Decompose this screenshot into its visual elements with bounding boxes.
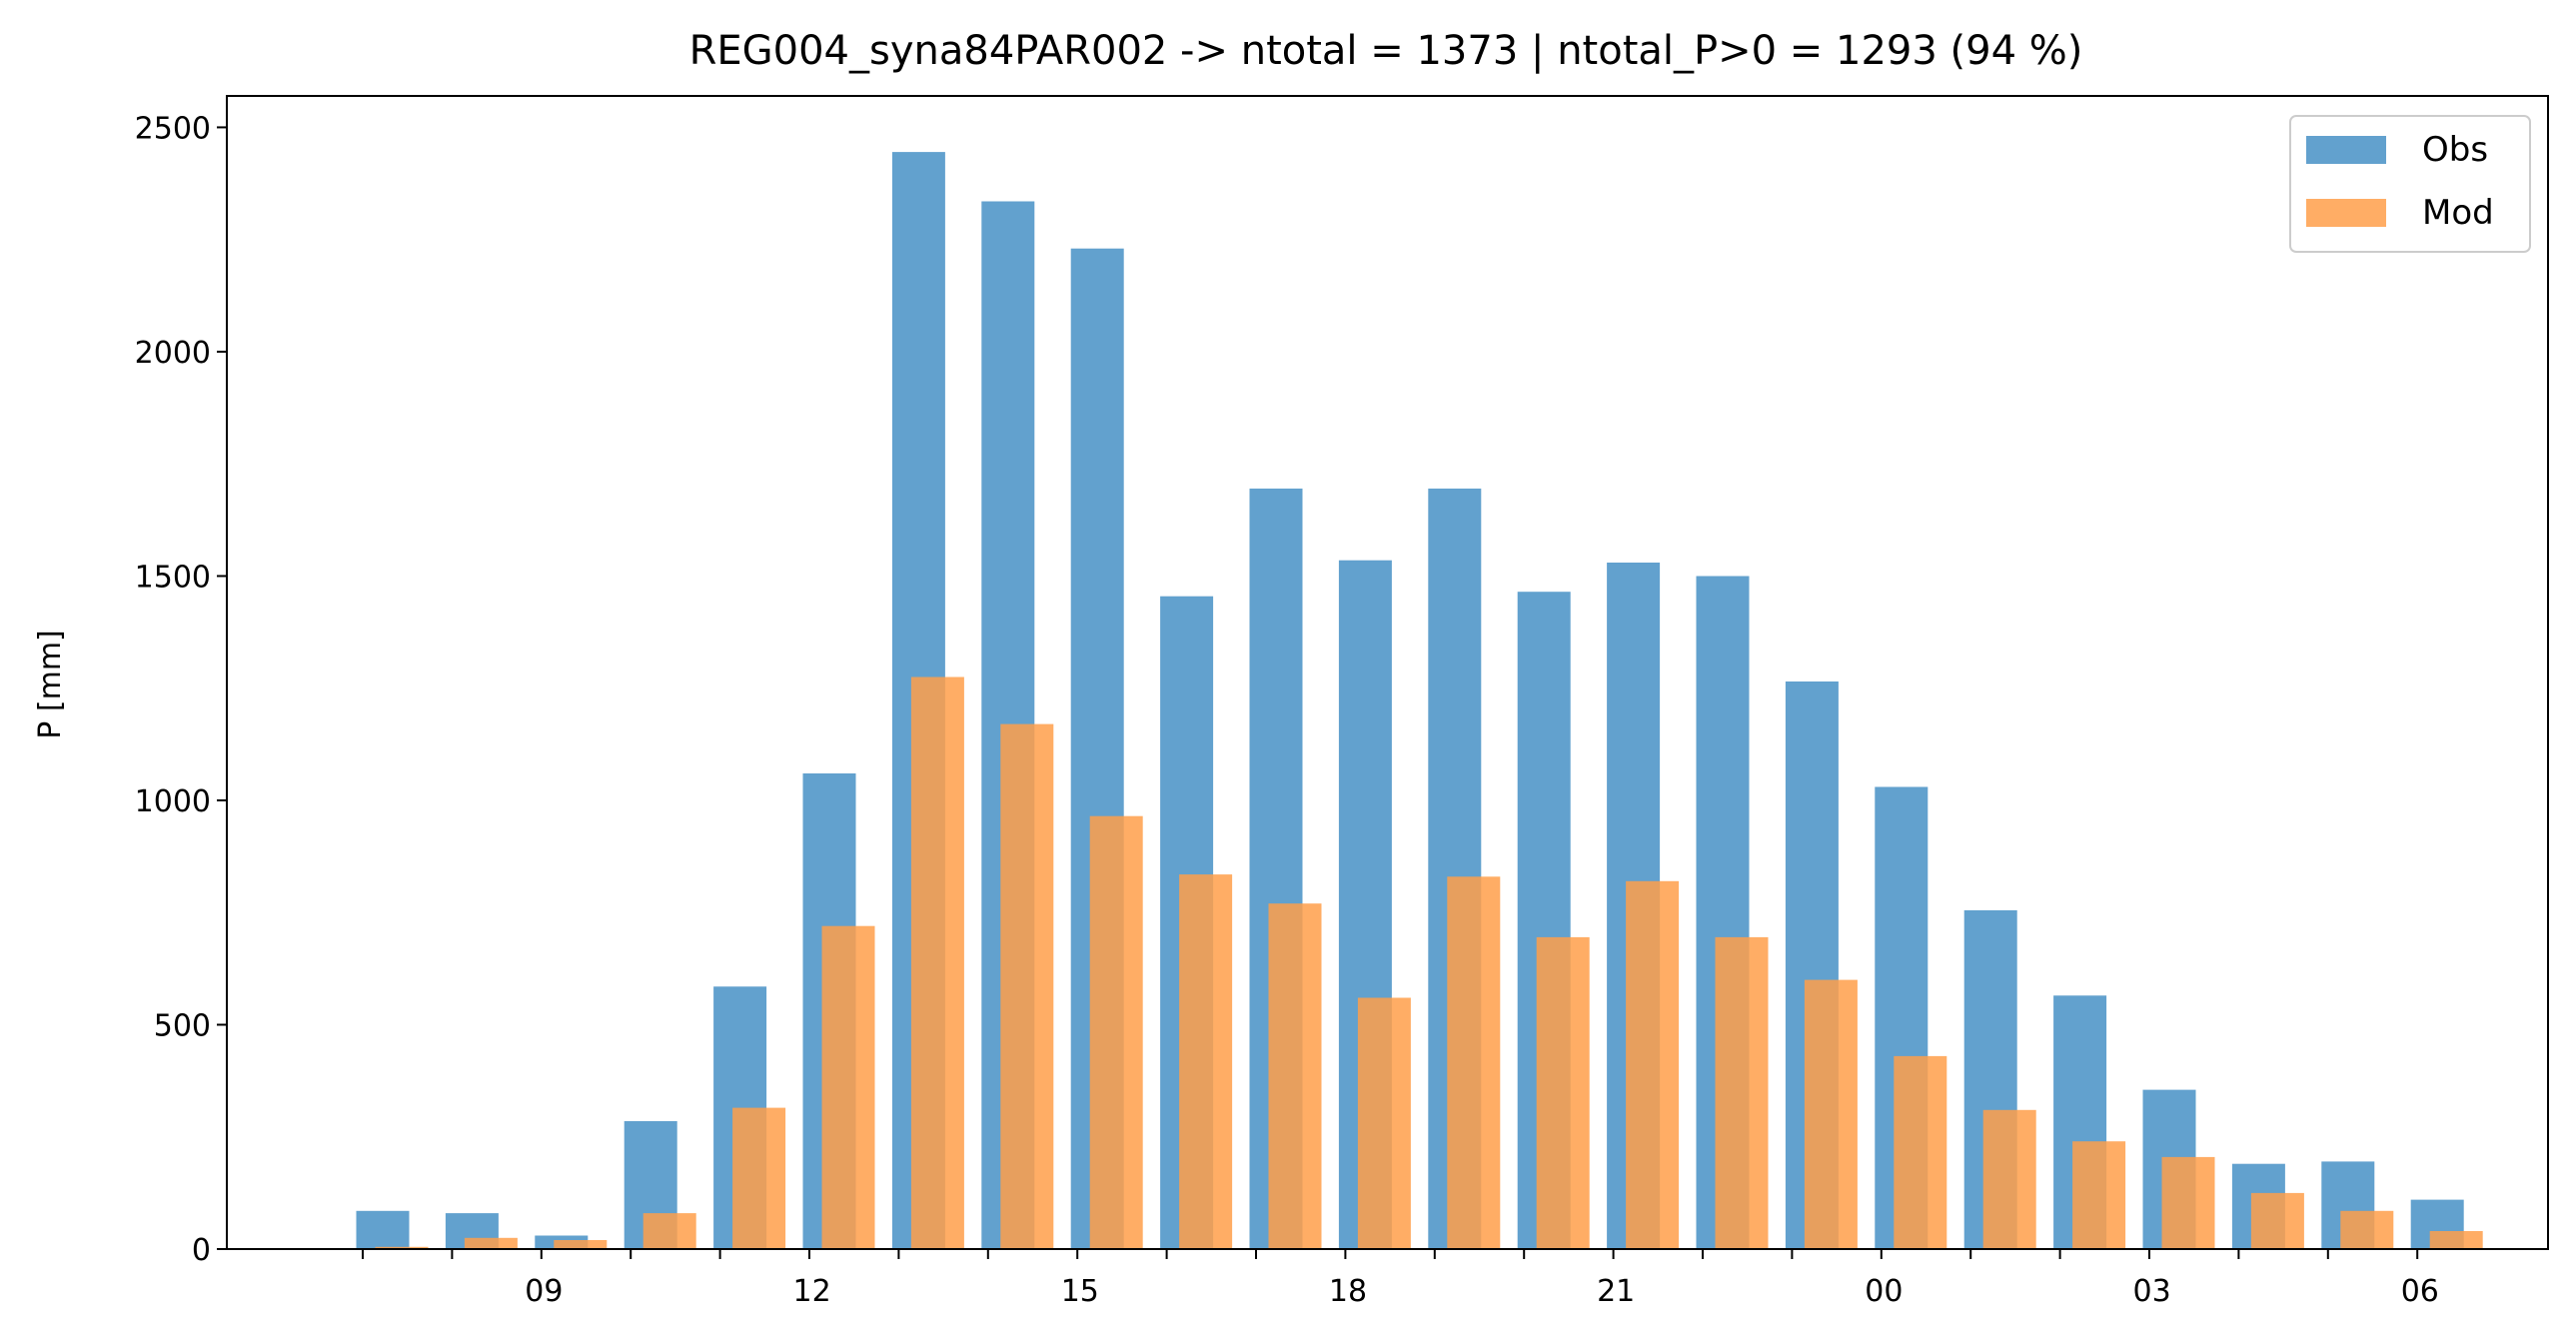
bar-mod-01 [1894,1055,1947,1249]
x-axis: 09 12 15 18 21 00 03 06 [362,1249,2439,1309]
legend-label-mod: Mod [2422,193,2494,233]
y-tick-label: 0 [192,1233,211,1268]
legend: Obs Mod [2289,115,2531,253]
bar-obs-08 [356,1210,410,1249]
legend-swatch-obs [2306,136,2386,164]
bar-mod-00 [1804,979,1858,1249]
bar-mod-15 [1000,723,1054,1249]
y-axis-label: P [mm] [33,630,68,738]
chart-title: REG004_syna84PAR002 -> ntotal = 1373 | n… [689,28,2083,74]
plot-area [226,95,2549,1250]
y-tick-label: 1500 [135,560,211,595]
axes-frame [226,95,2549,1250]
legend-label-obs: Obs [2422,130,2488,170]
bar-mod-23 [1715,936,1769,1249]
bar-mod-13 [821,925,875,1249]
x-tick-label: 18 [1329,1274,1367,1309]
bar-mod-16 [1089,815,1143,1249]
bar-mod-12 [732,1107,786,1249]
bar-mod-19 [1357,997,1411,1249]
bar-mod-02 [1982,1109,2036,1249]
bar-mod-14 [910,676,964,1249]
bar-mod-22 [1626,880,1680,1249]
y-tick-label: 500 [154,1008,211,1043]
bar-mod-09 [464,1237,518,1249]
bar-mod-05 [2250,1192,2304,1249]
bar-mod-11 [643,1213,696,1249]
x-tick-label: 09 [525,1274,563,1309]
x-tick-label: 21 [1597,1274,1635,1309]
y-tick-label: 1000 [135,784,211,819]
y-axis: 0 500 1000 1500 2000 2500 [135,111,227,1268]
x-tick-label: 06 [2401,1274,2439,1309]
legend-swatch-mod [2306,199,2386,227]
y-tick-label: 2000 [135,336,211,371]
bar-mod-10 [554,1240,608,1249]
bar-mod-21 [1536,936,1590,1249]
x-tick-label: 12 [793,1274,831,1309]
x-tick-label: 00 [1865,1274,1903,1309]
y-tick-label: 2500 [135,111,211,146]
bar-mod-03 [2072,1141,2126,1249]
x-tick-label: 15 [1061,1274,1099,1309]
bar-mod-06 [2340,1210,2394,1249]
bar-mod-04 [2161,1156,2215,1249]
bar-mod-07 [2429,1231,2483,1249]
bar-mod-20 [1447,876,1501,1249]
bar-mod-18 [1268,903,1322,1249]
bar-mod-08 [375,1246,429,1249]
x-tick-label: 03 [2133,1274,2171,1309]
bar-mod-17 [1179,874,1233,1249]
